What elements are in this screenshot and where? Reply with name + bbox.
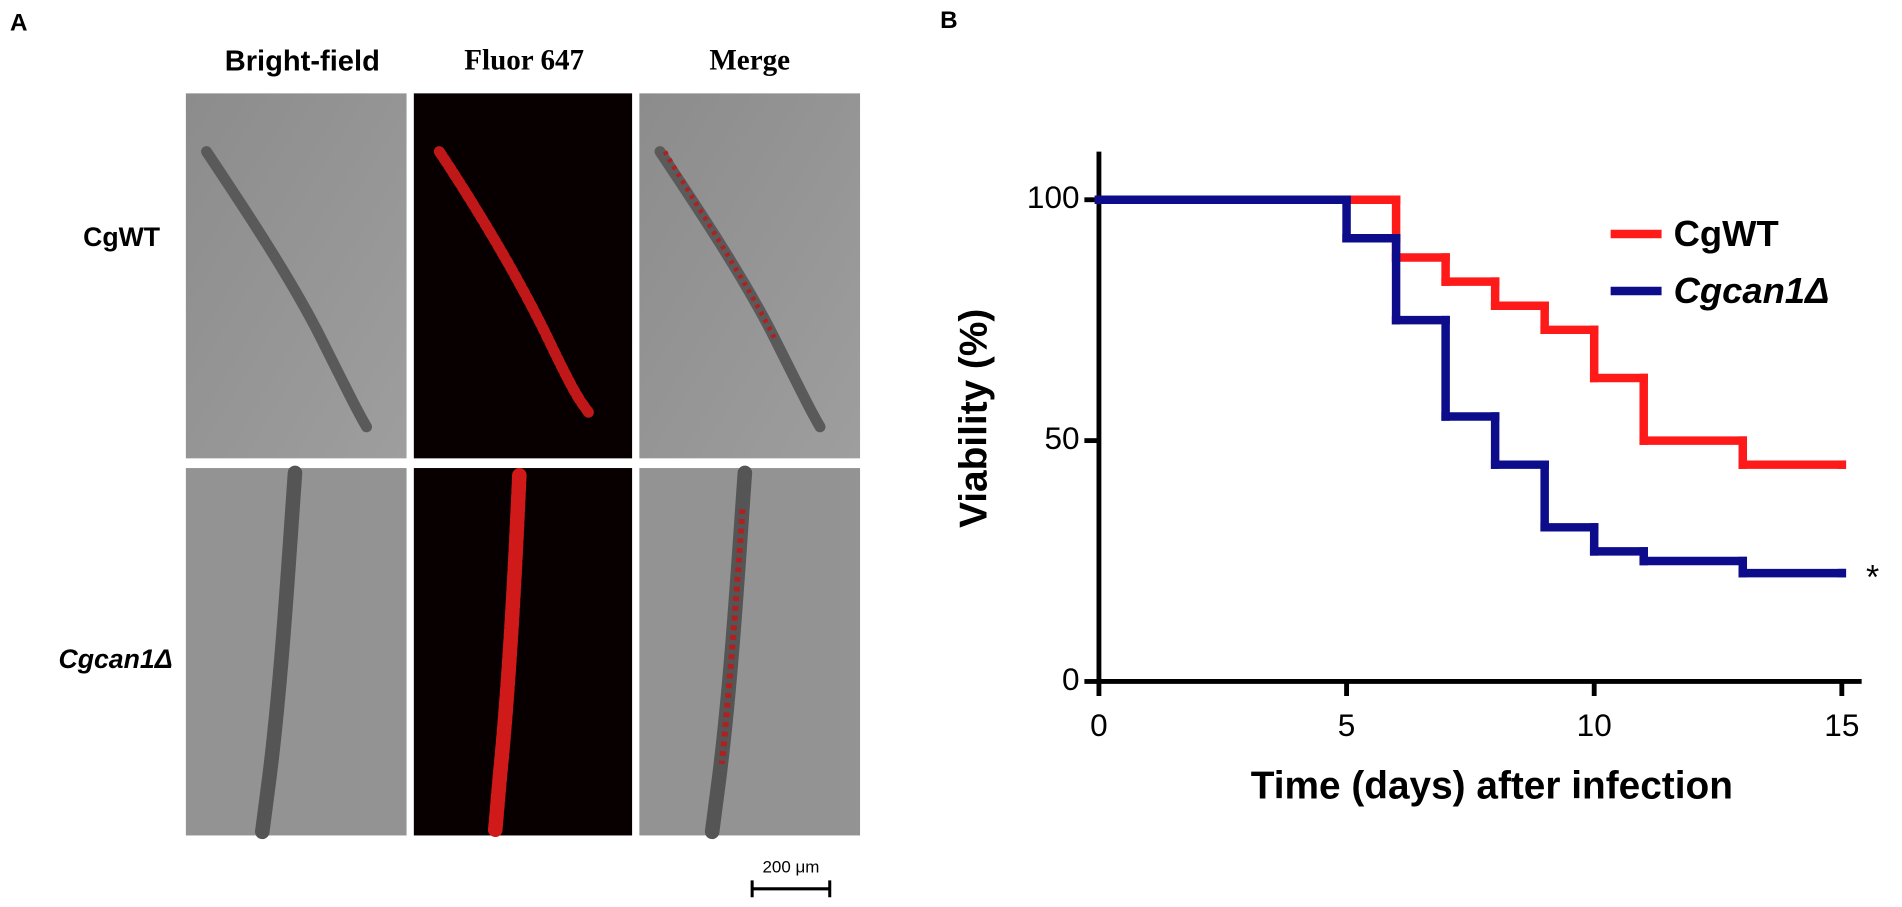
annotation: * <box>1866 559 1879 597</box>
image <box>639 468 861 836</box>
y-tick-label: 100 <box>1027 179 1080 215</box>
scale-bar-label: 200 μm <box>762 858 819 877</box>
x-axis-label: Time (days) after infection <box>1251 764 1733 807</box>
end-point <box>1837 568 1847 578</box>
x-tick-label: 10 <box>1577 707 1612 743</box>
y-axis-label: Viability (%) <box>953 309 996 528</box>
column-header: Bright-field <box>225 46 380 78</box>
column-header: Merge <box>709 45 790 77</box>
x-tick-label: 15 <box>1824 707 1859 743</box>
panel-label: A <box>10 10 28 37</box>
image <box>185 93 407 459</box>
worm-signal <box>433 146 594 418</box>
legend-label: CgWT <box>1674 213 1779 254</box>
image <box>639 93 861 459</box>
worm <box>201 146 372 433</box>
x-tick-label: 0 <box>1090 707 1108 743</box>
row-label: CgWT <box>83 222 160 252</box>
worm-signal <box>487 468 527 840</box>
scale-bar <box>750 880 832 898</box>
worm <box>254 465 303 840</box>
end-point <box>1837 460 1847 469</box>
y-tick-label: 50 <box>1044 420 1079 456</box>
panel-label: B <box>940 7 958 34</box>
legend-label: Cgcan1Δ <box>1674 270 1830 311</box>
y-tick-label: 0 <box>1062 661 1080 697</box>
column-header: Fluor 647 <box>464 45 584 77</box>
micrographs <box>185 93 861 840</box>
x-tick-label: 5 <box>1338 707 1356 743</box>
image <box>413 93 633 459</box>
row-label: Cgcan1Δ <box>58 644 172 674</box>
